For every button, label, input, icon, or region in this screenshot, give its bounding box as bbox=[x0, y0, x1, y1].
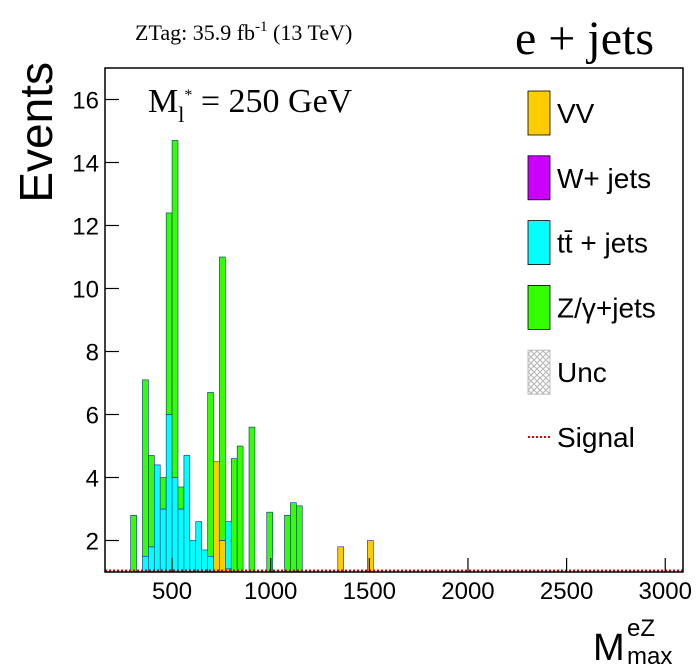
legend-swatch bbox=[527, 220, 551, 266]
histogram-bar bbox=[213, 461, 220, 572]
legend-swatch bbox=[527, 155, 551, 201]
annotation-text: M bbox=[148, 83, 178, 120]
histogram-bar bbox=[207, 392, 214, 557]
channel: e + jets bbox=[515, 12, 654, 65]
header-text: ZTag: 35.9 fb bbox=[135, 20, 255, 45]
histogram-bar bbox=[142, 555, 149, 572]
y-tick-label: 6 bbox=[86, 403, 99, 430]
annotation-sup: * bbox=[184, 87, 192, 104]
y-tick-label: 10 bbox=[72, 277, 99, 304]
header-sup: -1 bbox=[255, 19, 268, 35]
y-tick-label: 14 bbox=[72, 151, 99, 178]
y-tick-label: 12 bbox=[72, 214, 99, 241]
histogram-bar bbox=[189, 540, 197, 572]
x-tick-label: 2000 bbox=[441, 578, 494, 605]
x-tick-label: 500 bbox=[152, 578, 192, 605]
annotation-sub: l bbox=[178, 102, 184, 127]
histogram-bar bbox=[130, 514, 137, 572]
x-label-text: M bbox=[593, 627, 625, 669]
header: ZTag: 35.9 fb-1 (13 TeV) bbox=[135, 19, 352, 45]
histogram-bar bbox=[177, 486, 185, 510]
histogram-bar bbox=[165, 414, 173, 572]
histogram-bar bbox=[225, 568, 232, 572]
histogram-bar bbox=[195, 521, 202, 572]
histogram-bar bbox=[337, 546, 344, 572]
x-tick-label: 3000 bbox=[639, 578, 692, 605]
histogram-bar bbox=[219, 256, 226, 541]
legend-label: Unc bbox=[557, 357, 607, 388]
histogram-bar bbox=[266, 511, 273, 572]
x-tick-label: 1000 bbox=[244, 578, 297, 605]
legend-label: Z/γ+jets bbox=[557, 292, 656, 323]
histogram-bar bbox=[225, 521, 232, 570]
y-tick-label: 4 bbox=[86, 466, 99, 493]
x-axis-label: MeZ max bbox=[593, 615, 672, 670]
x-label-sup: eZ bbox=[627, 615, 655, 642]
histogram-bar bbox=[159, 477, 167, 510]
histogram-bar bbox=[183, 455, 191, 572]
histogram-bar bbox=[367, 540, 374, 572]
y-axis-label: Events bbox=[10, 62, 62, 203]
histogram-bar bbox=[236, 445, 244, 572]
histogram-bar bbox=[148, 455, 155, 548]
legend-label: W+ jets bbox=[557, 163, 651, 194]
histogram-bar bbox=[230, 458, 238, 572]
x-tick-label: 2500 bbox=[540, 578, 593, 605]
plot-area bbox=[105, 140, 683, 572]
histogram-bar bbox=[207, 555, 214, 572]
histogram-bar bbox=[296, 505, 303, 572]
x-label-sub: max bbox=[627, 643, 672, 670]
legend-swatch bbox=[527, 90, 551, 136]
x-tick-label: 1500 bbox=[343, 578, 396, 605]
y-tick-label: 16 bbox=[72, 88, 99, 115]
frame bbox=[104, 67, 684, 573]
legend-swatch bbox=[527, 349, 551, 395]
histogram-bar bbox=[165, 212, 173, 415]
legend-label: tt̄ + jets bbox=[557, 228, 648, 259]
histogram-bar bbox=[171, 140, 179, 478]
legend-label: VV bbox=[557, 98, 595, 129]
histogram-bar bbox=[142, 379, 149, 557]
legend-swatch bbox=[527, 284, 551, 330]
header-tail: (13 TeV) bbox=[268, 20, 353, 45]
legend-label: Signal bbox=[557, 422, 635, 453]
histogram-bar bbox=[201, 549, 208, 572]
y-tick-label: 2 bbox=[86, 529, 99, 556]
annotation-tail: = 250 GeV bbox=[192, 83, 352, 120]
histogram-bar bbox=[248, 426, 256, 572]
y-tick-label: 8 bbox=[86, 340, 99, 367]
annotation: Ml* = 250 GeV bbox=[148, 83, 353, 127]
